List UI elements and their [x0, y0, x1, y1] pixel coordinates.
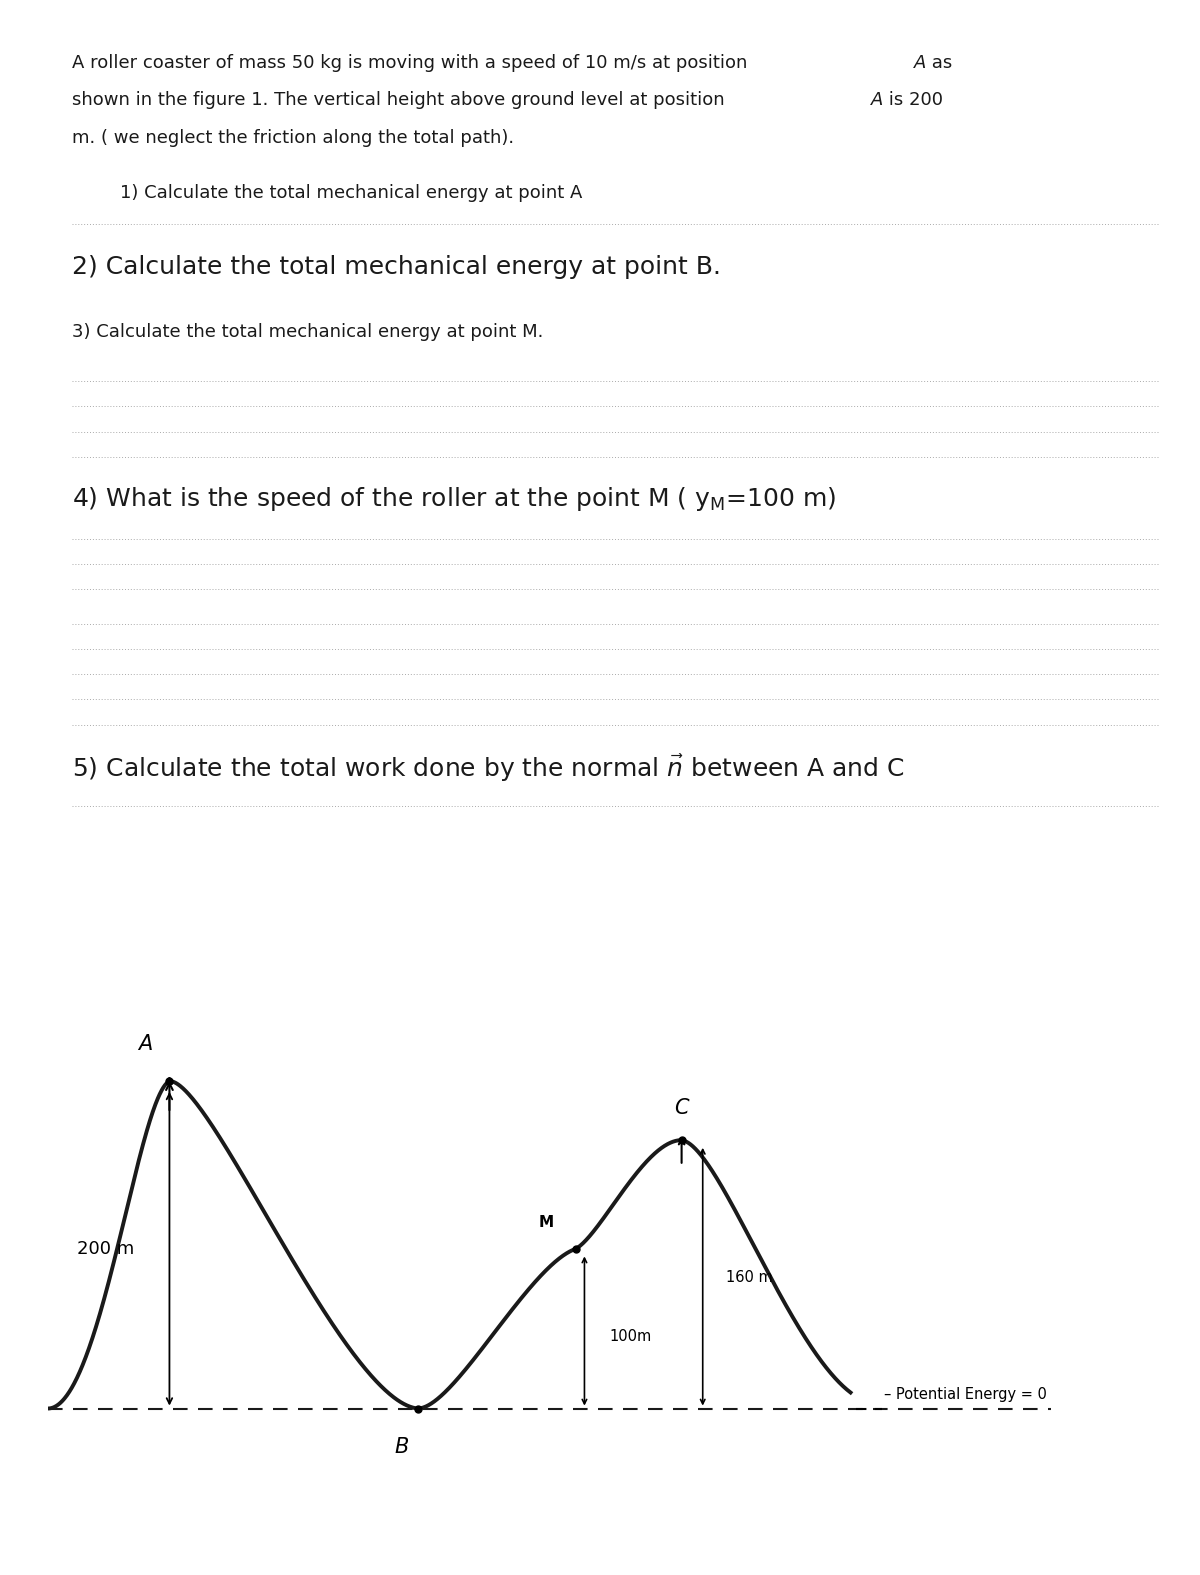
Text: A roller coaster of mass 50 kg is moving with a speed of 10 m/s at position: A roller coaster of mass 50 kg is moving…	[72, 54, 754, 71]
Text: A: A	[914, 54, 926, 71]
Text: 3) Calculate the total mechanical energy at point M.: 3) Calculate the total mechanical energy…	[72, 323, 544, 340]
Text: is 200: is 200	[883, 91, 943, 109]
Text: 4) What is the speed of the roller at the point M ( y$_\mathregular{M}$=100 m): 4) What is the speed of the roller at th…	[72, 485, 836, 513]
Text: 100m: 100m	[610, 1329, 652, 1343]
Text: M: M	[539, 1214, 554, 1230]
Text: B: B	[395, 1438, 409, 1457]
Text: – Potential Energy = 0: – Potential Energy = 0	[884, 1388, 1048, 1402]
Text: m. ( we neglect the friction along the total path).: m. ( we neglect the friction along the t…	[72, 129, 514, 146]
Text: C: C	[674, 1098, 689, 1118]
Text: shown in the figure 1. The vertical height above ground level at position: shown in the figure 1. The vertical heig…	[72, 91, 731, 109]
Text: as: as	[926, 54, 953, 71]
Text: 2) Calculate the total mechanical energy at point B.: 2) Calculate the total mechanical energy…	[72, 255, 721, 279]
Text: 160 m: 160 m	[726, 1269, 773, 1285]
Text: 5) Calculate the total work done by the normal $\vec{n}$ between A and C: 5) Calculate the total work done by the …	[72, 753, 905, 784]
Text: 1) Calculate the total mechanical energy at point A: 1) Calculate the total mechanical energy…	[120, 184, 582, 202]
Text: A: A	[871, 91, 883, 109]
Text: 200 m: 200 m	[78, 1240, 134, 1258]
Text: A: A	[138, 1033, 152, 1054]
